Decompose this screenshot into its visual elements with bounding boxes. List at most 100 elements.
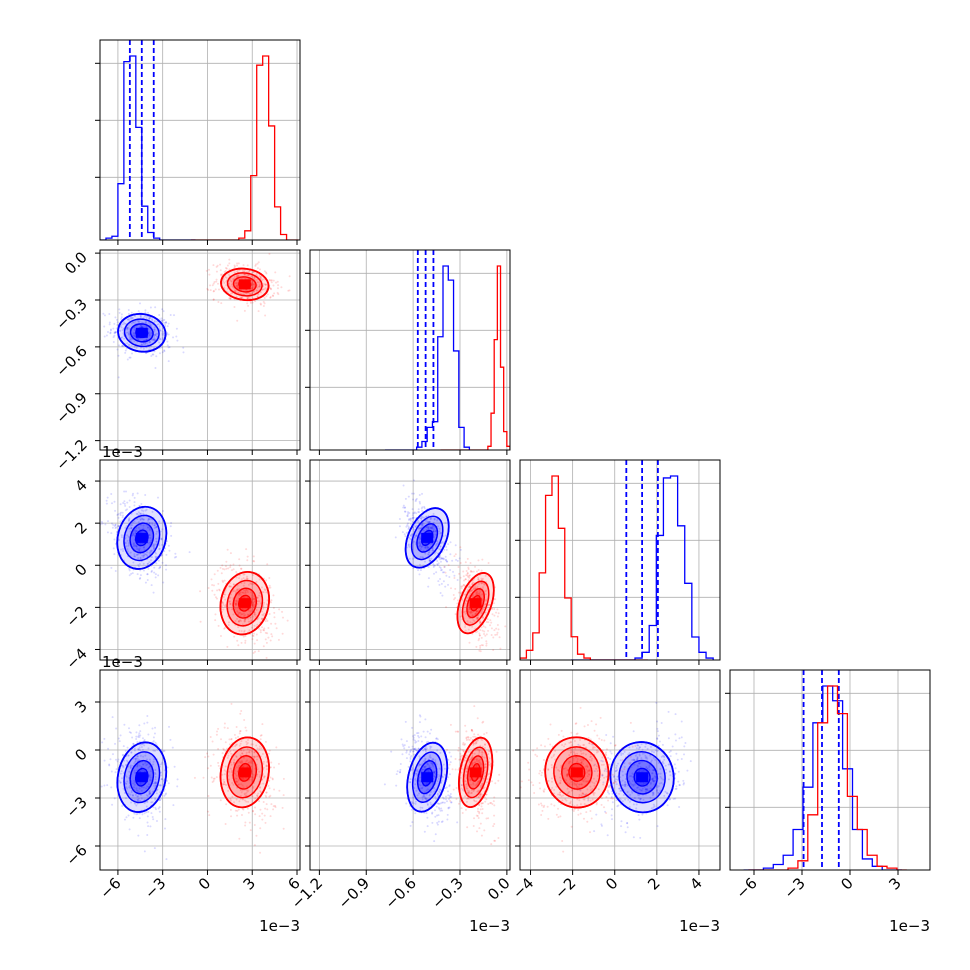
scatter-point-red: [246, 577, 249, 580]
scatter-point-red: [238, 761, 241, 764]
scatter-point-red: [469, 779, 472, 782]
scatter-point-red: [220, 572, 223, 575]
scatter-point-blue: [459, 548, 462, 551]
scatter-point-blue: [150, 332, 153, 335]
scatter-point-blue: [147, 322, 150, 325]
scatter-point-blue: [173, 556, 176, 559]
scatter-point-blue: [639, 761, 642, 764]
scatter-point-red: [265, 791, 268, 794]
contour-line-red: [461, 580, 490, 626]
scatter-point-red: [232, 277, 235, 280]
scatter-point-red: [247, 617, 250, 620]
scatter-point-red: [489, 762, 492, 765]
scatter-point-blue: [153, 758, 156, 761]
scatter-point-red: [488, 763, 491, 766]
scatter-point-red: [241, 807, 244, 810]
scatter-point-red: [464, 780, 467, 783]
scatter-point-blue: [132, 532, 135, 535]
scatter-point-red: [258, 745, 261, 748]
scatter-point-blue: [646, 789, 649, 792]
scatter-point-red: [260, 617, 263, 620]
scatter-point-red: [264, 638, 267, 641]
scatter-point-red: [479, 793, 482, 796]
scatter-point-red: [234, 809, 237, 812]
scatter-point-red: [259, 284, 262, 287]
scatter-point-blue: [160, 797, 163, 800]
scatter-point-blue: [441, 796, 444, 799]
scatter-point-red: [483, 633, 486, 636]
scatter-point-red: [471, 625, 474, 628]
scatter-point-red: [209, 284, 212, 287]
scatter-point-red: [223, 271, 226, 274]
scatter-point-red: [477, 796, 480, 799]
density-peak-red: [469, 598, 482, 609]
scatter-point-red: [252, 601, 255, 604]
panel-2-1: [310, 460, 510, 660]
scatter-point-red: [234, 602, 237, 605]
scatter-point-blue: [430, 557, 433, 560]
scatter-point-blue: [122, 337, 125, 340]
scatter-point-blue: [134, 320, 137, 323]
scatter-point-red: [250, 743, 253, 746]
scatter-point-blue: [155, 556, 158, 559]
scatter-point-blue: [456, 579, 459, 582]
scatter-point-red: [273, 766, 276, 769]
scatter-point-blue: [154, 797, 157, 800]
scatter-point-blue: [133, 553, 136, 556]
scatter-point-blue: [127, 332, 130, 335]
scatter-point-red: [248, 749, 251, 752]
scatter-point-blue: [147, 747, 150, 750]
scatter-point-red: [235, 599, 238, 602]
scatter-point-red: [252, 597, 255, 600]
scatter-point-blue: [136, 755, 139, 758]
scatter-point-blue: [137, 734, 140, 737]
scatter-point-blue: [615, 769, 618, 772]
scatter-point-red: [268, 613, 271, 616]
scatter-point-blue: [411, 726, 414, 729]
scatter-point-red: [223, 286, 226, 289]
scatter-point-red: [484, 766, 487, 769]
scatter-point-red: [258, 275, 261, 278]
scatter-point-blue: [435, 805, 438, 808]
scatter-point-red: [466, 735, 469, 738]
scatter-point-blue: [131, 494, 134, 497]
scatter-point-blue: [421, 492, 424, 495]
scatter-point-red: [261, 818, 264, 821]
scatter-point-red: [463, 742, 466, 745]
scatter-point-blue: [426, 816, 429, 819]
scatter-point-blue: [456, 821, 459, 824]
scatter-point-blue: [130, 572, 133, 575]
scatter-point-blue: [123, 818, 126, 821]
scatter-point-blue: [141, 518, 144, 521]
scatter-point-blue: [138, 735, 141, 738]
scatter-point-red: [478, 751, 481, 754]
panel-2-2: [520, 460, 720, 660]
scatter-point-red: [249, 616, 252, 619]
scatter-point-red: [246, 297, 249, 300]
scatter-point-blue: [170, 534, 173, 537]
scatter-point-red: [466, 792, 469, 795]
scatter-point-blue: [638, 770, 641, 773]
scatter-point-red: [470, 757, 473, 760]
scatter-point-blue: [138, 302, 141, 305]
scatter-point-blue: [620, 820, 623, 823]
scatter-point-blue: [146, 721, 149, 724]
scatter-point-red: [240, 296, 243, 299]
scatter-point-blue: [137, 795, 140, 798]
scatter-point-red: [480, 577, 483, 580]
scatter-point-blue: [441, 541, 444, 544]
scatter-point-blue: [640, 789, 643, 792]
scatter-point-blue: [134, 544, 137, 547]
scatter-point-red: [243, 792, 246, 795]
scatter-point-blue: [124, 797, 127, 800]
scatter-point-blue: [609, 742, 612, 745]
scatter-point-blue: [120, 317, 123, 320]
scatter-point-red: [282, 827, 285, 830]
scatter-point-blue: [421, 767, 424, 770]
scatter-point-red: [253, 755, 256, 758]
scatter-point-blue: [113, 524, 116, 527]
scatter-point-red: [470, 763, 473, 766]
scatter-point-red: [475, 616, 478, 619]
scatter-point-blue: [438, 775, 441, 778]
scatter-point-red: [459, 756, 462, 759]
